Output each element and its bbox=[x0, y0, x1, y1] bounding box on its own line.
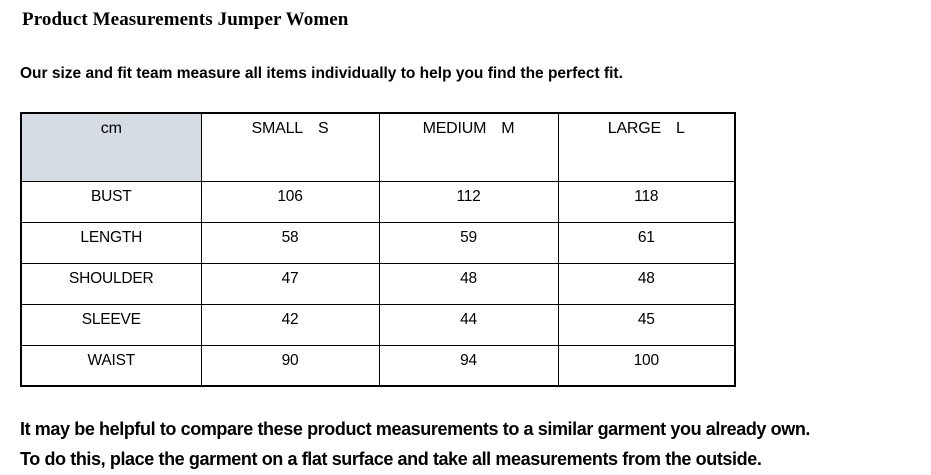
measurement-value: 61 bbox=[557, 221, 736, 264]
header-cell-small: SMALL S bbox=[200, 112, 380, 182]
footer-note-line2: To do this, place the garment on a flat … bbox=[20, 449, 762, 469]
row-label: BUST bbox=[20, 180, 202, 223]
table-row-waist: WAIST 90 94 100 bbox=[20, 344, 736, 387]
measurement-value: 58 bbox=[200, 221, 380, 264]
measurement-value: 48 bbox=[557, 262, 736, 305]
size-label: MEDIUM bbox=[422, 120, 487, 137]
measurement-value: 100 bbox=[557, 344, 736, 387]
footer-note: It may be helpful to compare these produ… bbox=[20, 414, 911, 474]
table-row-shoulder: SHOULDER 47 48 48 bbox=[20, 262, 736, 305]
size-code: M bbox=[501, 120, 515, 137]
measurement-value: 112 bbox=[378, 180, 559, 223]
measurement-value: 94 bbox=[378, 344, 559, 387]
measurement-value: 59 bbox=[378, 221, 559, 264]
intro-text: Our size and fit team measure all items … bbox=[20, 65, 623, 82]
header-cell-large: LARGE L bbox=[557, 112, 736, 182]
row-label: WAIST bbox=[20, 344, 202, 387]
measurement-value: 118 bbox=[557, 180, 736, 223]
size-label: SMALL bbox=[251, 120, 304, 137]
table-row-sleeve: SLEEVE 42 44 45 bbox=[20, 303, 736, 346]
row-label: LENGTH bbox=[20, 221, 202, 264]
table-row-bust: BUST 106 112 118 bbox=[20, 180, 736, 223]
measurement-value: 48 bbox=[378, 262, 559, 305]
measurement-value: 44 bbox=[378, 303, 559, 346]
table-row-length: LENGTH 58 59 61 bbox=[20, 221, 736, 264]
row-label: SLEEVE bbox=[20, 303, 202, 346]
measurement-value: 90 bbox=[200, 344, 380, 387]
measurement-value: 106 bbox=[200, 180, 380, 223]
measurement-value: 45 bbox=[557, 303, 736, 346]
page-title: Product Measurements Jumper Women bbox=[22, 9, 349, 30]
measurement-value: 42 bbox=[200, 303, 380, 346]
size-code: S bbox=[318, 120, 329, 137]
measurement-value: 47 bbox=[200, 262, 380, 305]
size-measurement-table: cm SMALL S MEDIUM M LARGE L bbox=[20, 112, 736, 387]
row-label: SHOULDER bbox=[20, 262, 202, 305]
size-label: LARGE bbox=[607, 120, 662, 137]
size-code: L bbox=[676, 120, 685, 137]
footer-note-line1: It may be helpful to compare these produ… bbox=[20, 419, 811, 439]
table-header-row: cm SMALL S MEDIUM M LARGE L bbox=[20, 112, 736, 182]
header-cell-medium: MEDIUM M bbox=[378, 112, 559, 182]
unit-header-cell: cm bbox=[20, 112, 202, 182]
